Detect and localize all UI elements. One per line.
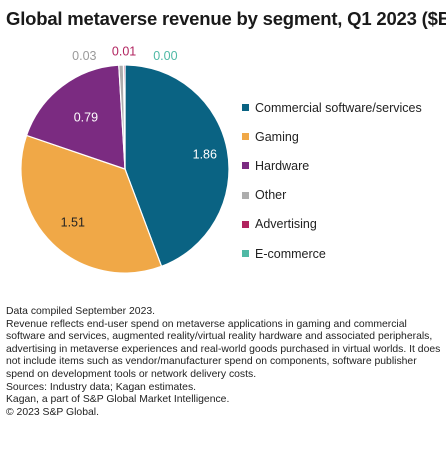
legend-label: Gaming	[255, 129, 299, 144]
chart-title: Global metaverse revenue by segment, Q1 …	[6, 8, 446, 29]
pie-slice-hardware	[25, 64, 126, 170]
data-label-other: 0.03	[72, 49, 96, 63]
pie-slice-commercial-software-services	[124, 64, 230, 268]
legend-item-hardware: Hardware	[242, 151, 422, 180]
legend-swatch	[242, 191, 249, 199]
legend-swatch	[242, 250, 249, 258]
note-compiled: Data compiled September 2023.	[6, 306, 156, 317]
data-label-advertising: 0.01	[112, 45, 136, 59]
legend-label: Advertising	[255, 217, 317, 232]
pie-slice-gaming	[20, 134, 163, 274]
legend-item-other: Other	[242, 181, 422, 210]
data-label-hardware: 0.79	[74, 111, 98, 125]
footnotes: Data compiled September 2023. Revenue re…	[6, 306, 442, 419]
note-copyright: © 2023 S&P Global.	[6, 406, 99, 418]
legend-swatch	[242, 162, 249, 170]
data-label-gaming: 1.51	[61, 216, 85, 230]
legend-item-gaming: Gaming	[242, 122, 422, 151]
legend: Commercial software/services Gaming Hardwa…	[242, 93, 422, 268]
legend-item-advertising: Advertising	[242, 210, 422, 239]
pie-slice-advertising	[122, 64, 126, 170]
note-description: Revenue reflects end-user spend on metav…	[6, 318, 441, 380]
legend-label: Other	[255, 188, 287, 203]
legend-swatch	[242, 104, 249, 112]
note-attribution: Kagan, a part of S&P Global Market Intel…	[6, 394, 230, 406]
note-sources: Sources: Industry data; Kagan estimates.	[6, 381, 197, 393]
data-label-commercial-software-services: 1.86	[193, 148, 217, 162]
legend-label: Commercial software/services	[255, 100, 422, 115]
legend-item-commercial-software-services: Commercial software/services	[242, 93, 422, 122]
legend-swatch	[242, 133, 249, 141]
pie-chart: 1.86 1.51 0.79 0.03 0.01 0.00	[20, 45, 230, 274]
legend-label: E-commerce	[255, 246, 326, 261]
legend-item-e-commerce: E-commerce	[242, 239, 422, 268]
legend-swatch	[242, 220, 249, 228]
legend-label: Hardware	[255, 158, 310, 173]
data-label-e-commerce: 0.00	[153, 49, 177, 63]
